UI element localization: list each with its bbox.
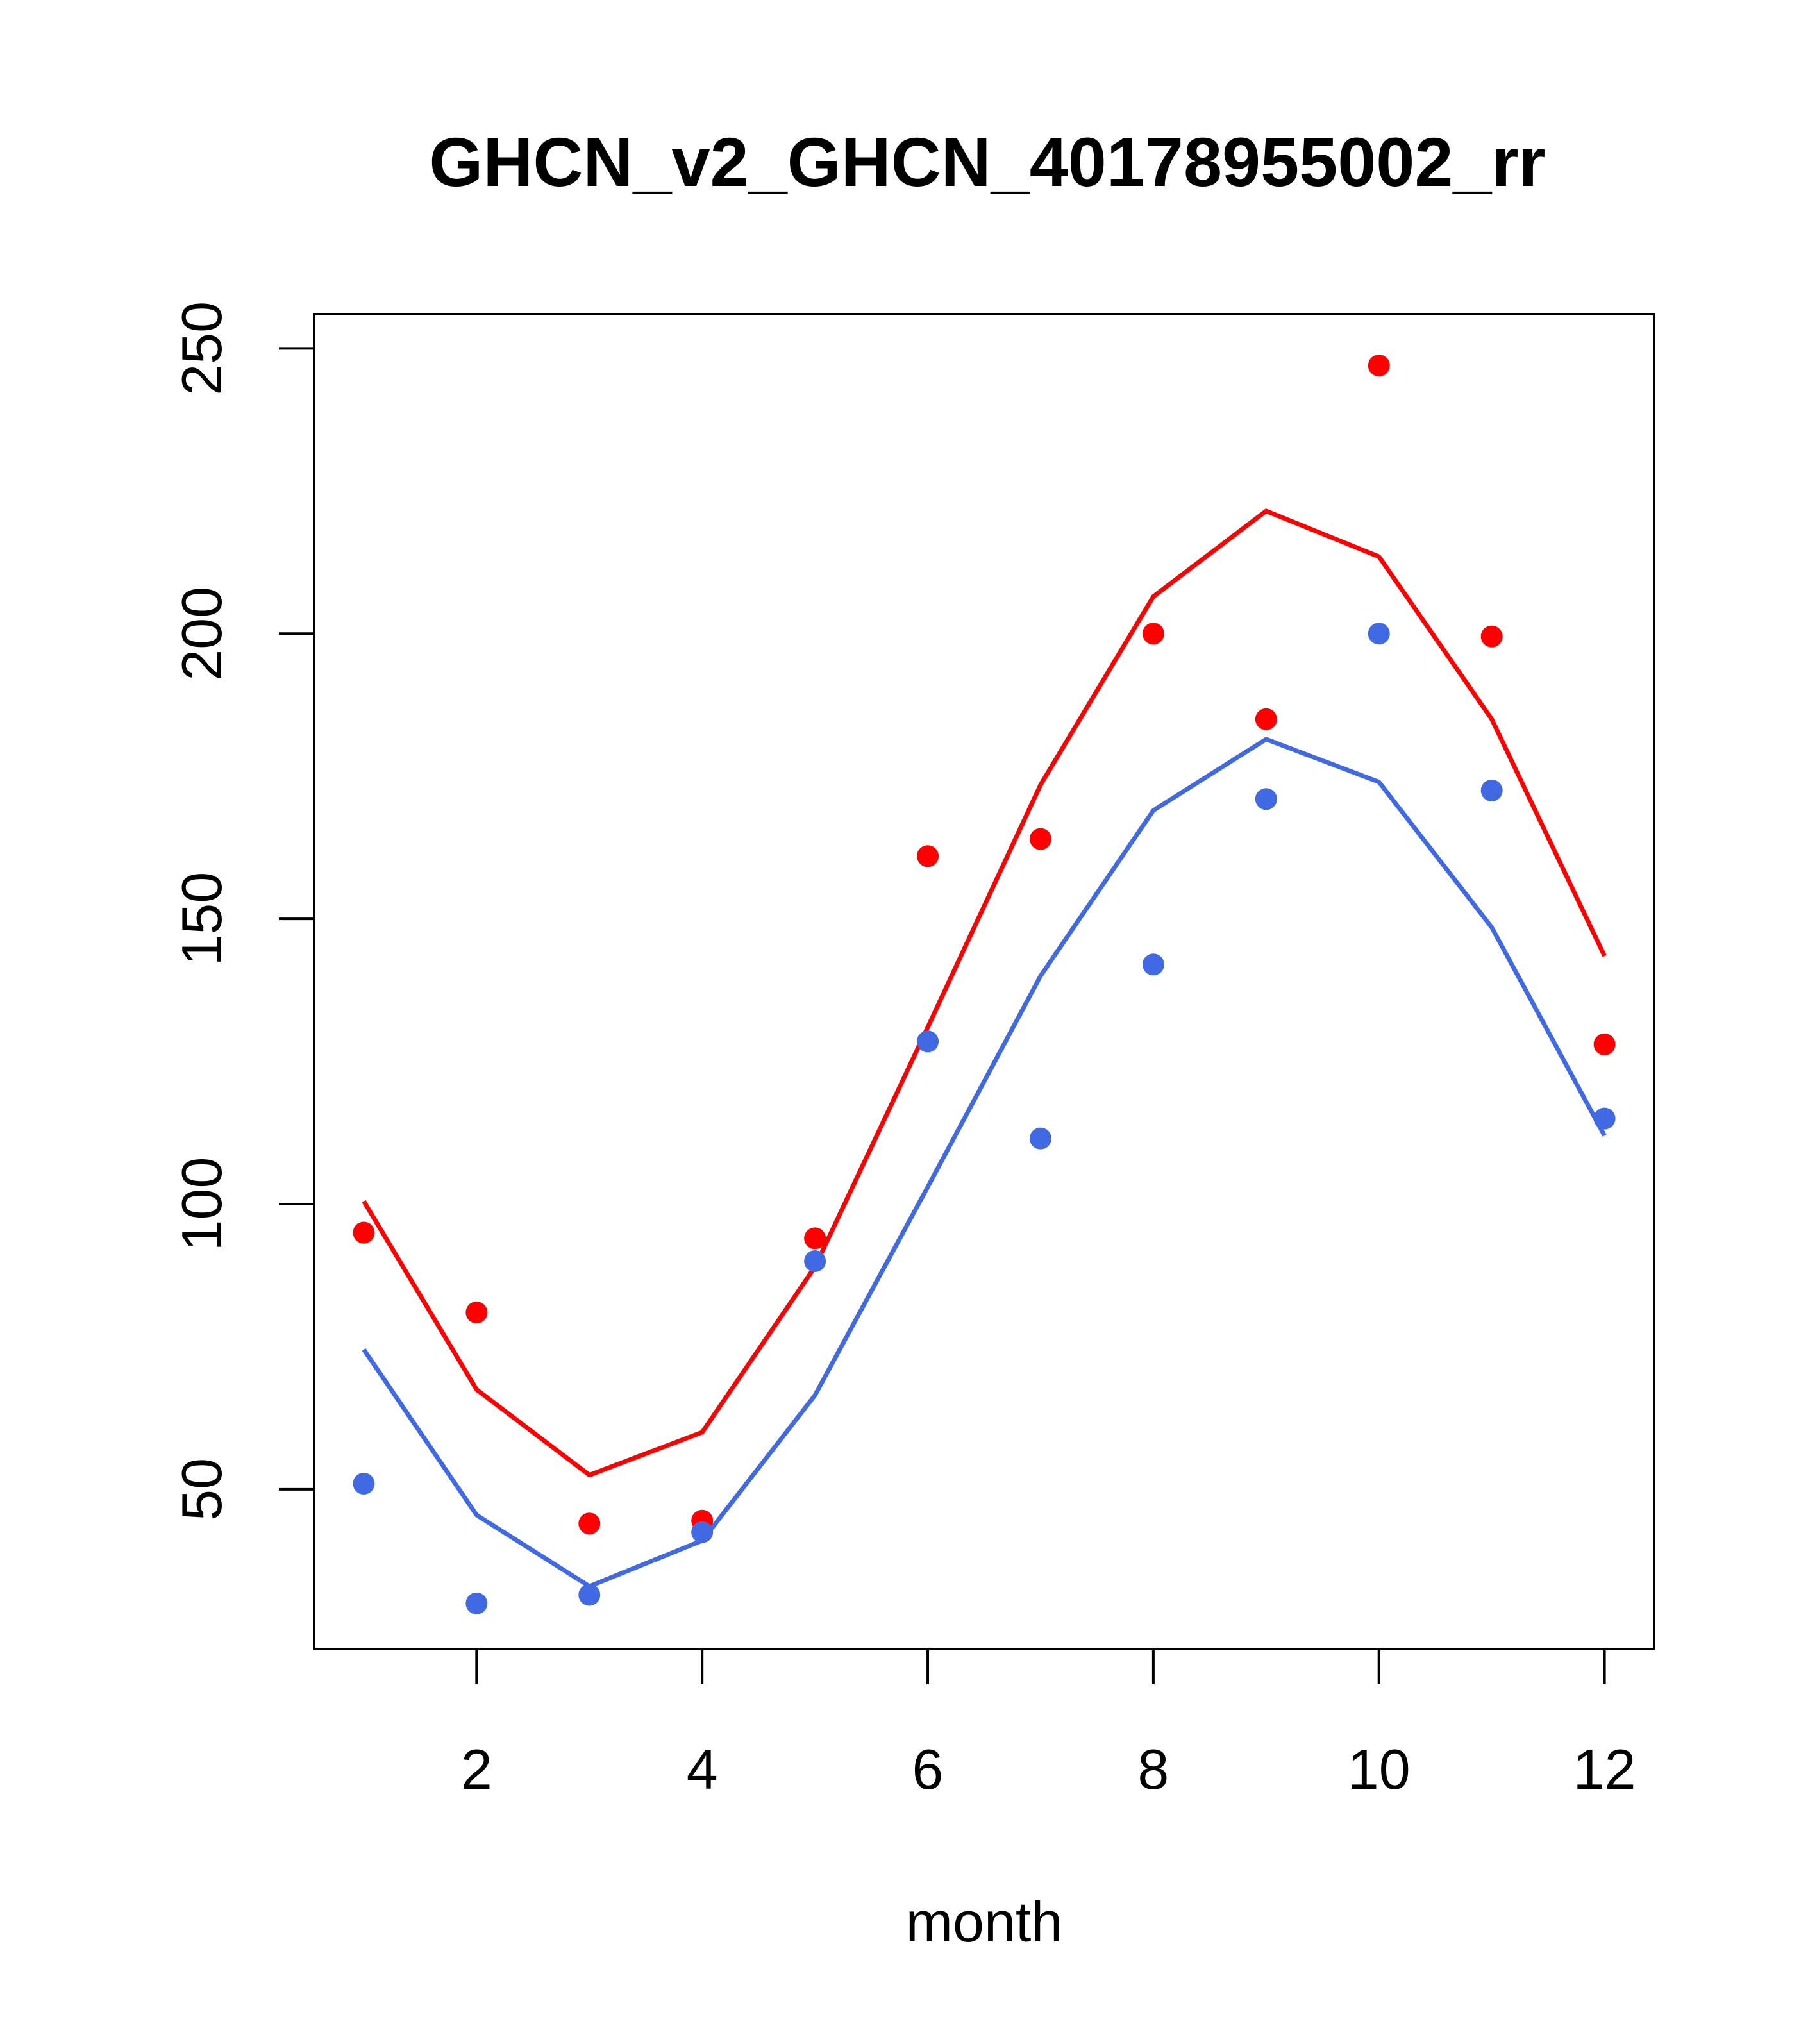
y-tick-label: 100 bbox=[170, 1157, 233, 1252]
x-tick-label: 4 bbox=[687, 1738, 718, 1801]
series-1-point bbox=[1593, 1033, 1616, 1055]
series-1-point bbox=[917, 845, 939, 867]
x-tick-label: 10 bbox=[1348, 1738, 1411, 1801]
series-1-point bbox=[1368, 355, 1390, 377]
series-2-line bbox=[362, 737, 1607, 1589]
series-1-point bbox=[1255, 708, 1277, 730]
series-2-point bbox=[353, 1472, 375, 1495]
y-tick-label: 150 bbox=[170, 872, 233, 966]
chart-title: GHCN_v2_GHCN_40178955002_rr bbox=[429, 123, 1545, 201]
series-1-point bbox=[1142, 623, 1164, 645]
series-2-point bbox=[465, 1592, 488, 1614]
series-1-point bbox=[1480, 625, 1503, 648]
series-1-point bbox=[1029, 828, 1051, 850]
x-tick-label: 6 bbox=[912, 1738, 944, 1801]
series-2-point bbox=[1368, 623, 1390, 645]
series-1-point bbox=[465, 1302, 488, 1324]
series-2-point bbox=[1593, 1107, 1616, 1130]
plot-frame bbox=[313, 313, 1655, 1650]
series-2-point bbox=[1029, 1127, 1051, 1150]
series-layer bbox=[353, 355, 1616, 1614]
series-1-line bbox=[362, 508, 1607, 1478]
x-axis-label: month bbox=[906, 1890, 1063, 1954]
series-2-point bbox=[917, 1030, 939, 1053]
series-2-point bbox=[1142, 953, 1164, 976]
x-tick-label: 2 bbox=[461, 1738, 492, 1801]
series-2-point bbox=[691, 1521, 714, 1543]
series-1-point bbox=[804, 1227, 826, 1250]
x-tick-label: 12 bbox=[1573, 1738, 1636, 1801]
x-tick-label: 8 bbox=[1137, 1738, 1169, 1801]
series-1-point bbox=[353, 1221, 375, 1244]
series-1 bbox=[353, 355, 1616, 1535]
x-axis: 2 4 6 8 10 12 bbox=[461, 1648, 1636, 1801]
series-1-point bbox=[578, 1512, 601, 1535]
series-2-point bbox=[1480, 779, 1503, 801]
series-2-point bbox=[578, 1584, 601, 1606]
y-tick-label: 50 bbox=[170, 1458, 233, 1521]
series-2 bbox=[353, 623, 1616, 1614]
y-axis: 50 100 150 200 250 bbox=[170, 301, 315, 1521]
series-2-point bbox=[1255, 788, 1277, 810]
y-tick-label: 250 bbox=[170, 301, 233, 396]
series-2-point bbox=[804, 1250, 826, 1272]
y-tick-label: 200 bbox=[170, 587, 233, 681]
